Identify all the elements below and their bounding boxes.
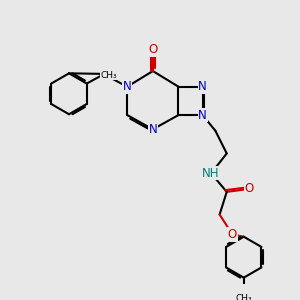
Text: O: O [245,182,254,196]
Text: CH₃: CH₃ [236,294,252,300]
Text: NH: NH [202,167,220,180]
Text: N: N [198,80,207,93]
Text: O: O [228,228,237,241]
Text: N: N [123,80,132,93]
Text: CH₃: CH₃ [100,70,117,80]
Text: N: N [148,123,157,136]
Text: O: O [148,43,158,56]
Text: N: N [198,109,207,122]
